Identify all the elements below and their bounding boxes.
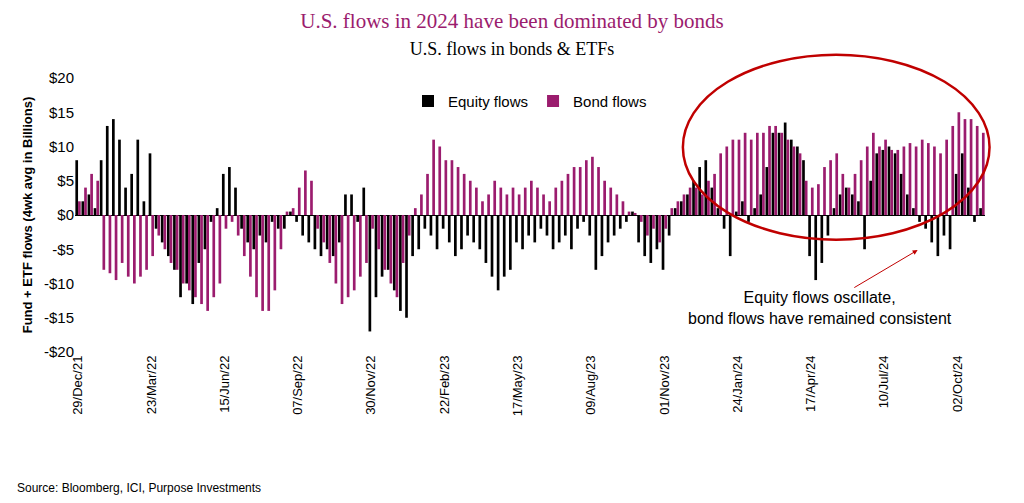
svg-text:02/Oct/24: 02/Oct/24	[950, 356, 965, 412]
svg-text:24/Jan/24: 24/Jan/24	[730, 356, 745, 413]
svg-text:$10: $10	[49, 138, 74, 155]
svg-text:17/May/23: 17/May/23	[510, 356, 525, 417]
svg-text:Fund + ETF flows (4wk avg in B: Fund + ETF flows (4wk avg in Billions)	[20, 97, 35, 334]
svg-text:29/Dec/21: 29/Dec/21	[70, 356, 85, 415]
svg-text:$15: $15	[49, 104, 74, 121]
svg-text:30/Nov/22: 30/Nov/22	[363, 356, 378, 415]
svg-text:Equity flows: Equity flows	[448, 93, 528, 110]
svg-text:Equity flows oscillate,bond fl: Equity flows oscillate,bond flows have r…	[688, 289, 952, 327]
svg-text:Bond flows: Bond flows	[573, 93, 646, 110]
svg-text:$5: $5	[57, 172, 74, 189]
svg-text:09/Aug/23: 09/Aug/23	[583, 356, 598, 415]
svg-text:Source: Bloomberg, ICI, Purpos: Source: Bloomberg, ICI, Purpose Investme…	[17, 481, 261, 495]
svg-text:01/Nov/23: 01/Nov/23	[657, 356, 672, 415]
svg-text:-$20: -$20	[44, 343, 74, 360]
svg-text:22/Feb/23: 22/Feb/23	[437, 356, 452, 415]
svg-text:15/Jun/22: 15/Jun/22	[217, 356, 232, 413]
svg-text:-$5: -$5	[52, 241, 74, 258]
svg-text:10/Jul/24: 10/Jul/24	[876, 356, 891, 409]
svg-text:-$10: -$10	[44, 275, 74, 292]
svg-text:$20: $20	[49, 69, 74, 86]
svg-text:23/Mar/22: 23/Mar/22	[144, 356, 159, 415]
svg-text:$0: $0	[57, 206, 74, 223]
svg-text:07/Sep/22: 07/Sep/22	[290, 356, 305, 415]
svg-text:17/Apr/24: 17/Apr/24	[803, 356, 818, 412]
svg-text:-$15: -$15	[44, 309, 74, 326]
svg-text:U.S. flows in 2024 have been d: U.S. flows in 2024 have been dominated b…	[300, 9, 723, 59]
